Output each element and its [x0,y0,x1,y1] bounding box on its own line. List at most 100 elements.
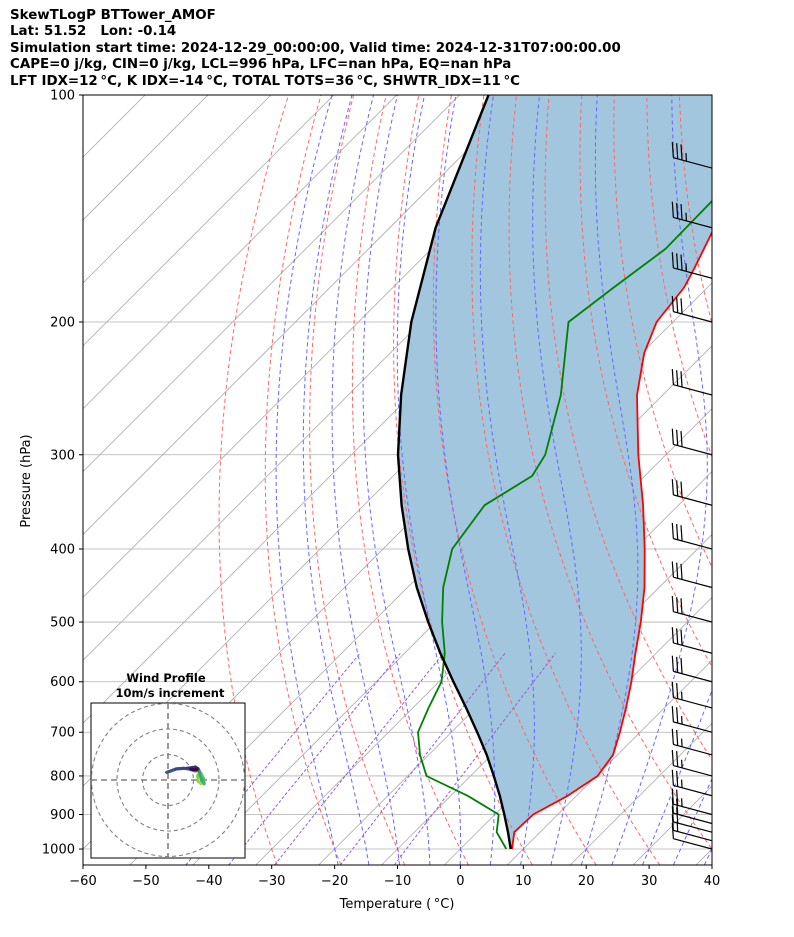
moist-adiabat [703,847,712,865]
moist-adiabats [275,95,712,865]
cape-cin-shading [398,95,712,849]
y-tick-label: 600 [50,675,75,690]
wind-barb [671,295,712,323]
moist-adiabat [302,95,370,865]
x-tick-label: 10 [515,874,532,889]
dry-adiabat [351,95,469,865]
dry-adiabat [393,95,533,865]
chart-title: SkewTLogP BTTower_AMOF [10,8,216,23]
moist-adiabat [275,95,339,865]
wind-barb [671,706,712,733]
profile-lines [396,95,712,850]
x-tick-label: −60 [69,874,96,889]
wind-barb [671,522,712,550]
dry-adiabat [777,95,794,865]
mixing-ratio-lines [185,652,556,865]
dry-adiabat [309,95,406,865]
y-tick-label: 1000 [42,843,75,858]
x-tick-label: −10 [384,874,411,889]
isotherm-line [759,95,794,865]
hodograph-trace [165,765,206,786]
dry-adiabat [711,95,712,103]
moist-adiabat [362,95,431,865]
mixing-ratio-line [228,652,401,865]
y-tick-label: 500 [50,616,75,631]
hodograph-segment [174,766,189,771]
isotherm-line [0,95,82,865]
parcel-line [396,95,512,850]
wind-barb [671,627,712,654]
isotherm-line [83,95,460,473]
cape-shading [398,95,712,849]
wind-barb [671,788,712,816]
moist-adiabat [331,95,400,865]
indices-text-1: CAPE=0 j/kg, CIN=0 j/kg, LCL=996 hPa, LF… [10,57,512,73]
moist-adiabat [642,688,712,865]
dry-adiabat [432,95,597,865]
dewpoint-line [417,199,712,850]
x-tick-label: 30 [641,874,658,889]
wind-barbs [671,95,712,850]
dry-adiabat [613,95,712,569]
plot-area [0,95,794,865]
isotherm-line [0,95,19,865]
inset-title: Wind Profile [126,671,206,685]
x-tick-label: 0 [456,874,464,889]
isotherm-line [83,95,272,284]
dry-adiabat [218,95,289,865]
y-tick-label: 400 [50,542,75,557]
wind-barb [671,749,712,777]
wind-barb [671,769,712,797]
y-tick-label: 800 [50,769,75,784]
wind-barb [671,806,712,833]
wind-barb [671,595,712,623]
isotherm-line [318,471,712,865]
mixing-ratio-line [185,652,361,865]
isotherm-line [83,95,523,536]
dry-adiabat [544,95,712,761]
moist-adiabat [479,95,535,865]
wind-barb [671,479,712,506]
wind-barb [671,201,712,229]
inset-subtitle: 10m/s increment [116,686,225,700]
wind-barb [671,655,712,683]
location-text: Lat: 51.52 Lon: -0.14 [10,24,177,40]
y-tick-label: 900 [50,808,75,823]
x-axis-label: Temperature ( °C) [339,897,455,912]
y-tick-label: 200 [50,315,75,330]
moist-adiabat [580,95,639,865]
wind-barb [671,681,712,709]
isotherm-line [83,95,335,347]
y-tick-label: 700 [50,726,75,741]
wind-barb [671,141,712,169]
time-text: Simulation start time: 2024-12-29_00:00:… [10,40,621,56]
chart-header: SkewTLogP BTTower_AMOF Lat: 51.52 Lon: -… [10,8,621,90]
mixing-ratio-line [339,652,506,865]
x-tick-label: 20 [578,874,595,889]
hodograph-segment [189,767,199,772]
dry-adiabat [264,95,342,865]
wind-barb [671,428,712,456]
moist-adiabat [396,95,461,865]
x-tick-label: 40 [704,874,721,889]
wind-barb [671,728,712,756]
isotherm-line [83,95,397,410]
isotherm-line [569,722,712,865]
wind-barb [671,368,712,396]
x-tick-label: −30 [258,874,285,889]
temperature-line [511,230,712,850]
wind-profile-inset: Wind Profile 10m/s increment [90,671,246,859]
x-tick-label: −20 [321,874,348,889]
wind-barb [709,95,712,96]
dry-adiabat [471,95,661,865]
inset-rings [91,703,245,858]
moist-adiabat [435,95,496,865]
mixing-ratio-line [274,652,444,865]
dry-adiabat [745,95,794,865]
y-tick-label: 100 [50,89,75,104]
wind-barb [671,252,712,279]
mixing-ratio-line [393,652,556,865]
hodograph-segment [165,767,178,774]
y-axis-label: Pressure (hPa) [19,434,34,527]
